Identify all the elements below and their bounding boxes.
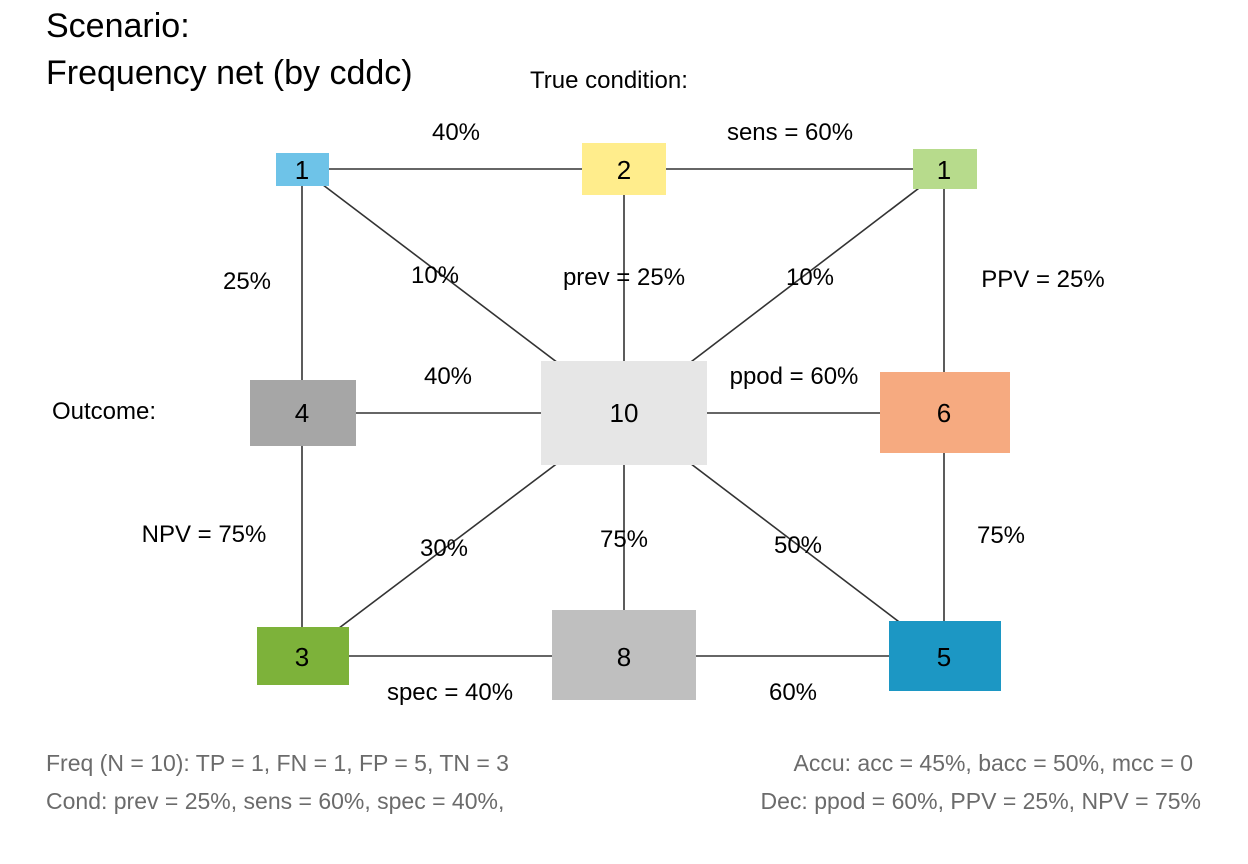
edge-label-npv: NPV = 75% xyxy=(142,521,267,548)
edge-label-sens: sens = 60% xyxy=(727,119,853,146)
edge-labels: 40% sens = 60% 25% 10% prev = 25% 10% PP… xyxy=(142,119,1105,706)
edge-label-mid-left-center: 40% xyxy=(424,363,472,390)
footer-dec: Dec: ppod = 60%, PPV = 25%, NPV = 75% xyxy=(761,788,1201,814)
edge-label-diag-bot-left: 30% xyxy=(420,535,468,562)
node-mid-right-box xyxy=(880,372,1010,453)
node-bot-left-value: 3 xyxy=(295,642,309,672)
footer-metrics: Freq (N = 10): TP = 1, FN = 1, FP = 5, T… xyxy=(46,750,1201,814)
node-top-right: 1 xyxy=(913,149,977,189)
edge-label-prev: prev = 25% xyxy=(563,264,685,291)
edge-label-right-lower: 75% xyxy=(977,522,1025,549)
edge-label-diag-top-left: 10% xyxy=(411,262,459,289)
true-condition-label: True condition: xyxy=(530,67,688,94)
node-bot-right: 5 xyxy=(889,621,1001,691)
node-center-box xyxy=(541,361,707,465)
node-bot-mid-value: 8 xyxy=(617,642,631,672)
node-mid-left: 4 xyxy=(250,380,356,446)
node-mid-left-value: 4 xyxy=(295,398,309,428)
node-bot-mid: 8 xyxy=(552,610,696,700)
edge-label-top-left-mid: 40% xyxy=(432,119,480,146)
node-mid-right: 6 xyxy=(880,372,1010,453)
node-bot-left: 3 xyxy=(257,627,349,685)
node-center: 10 xyxy=(541,361,707,465)
node-mid-left-box xyxy=(250,380,356,446)
footer-cond: Cond: prev = 25%, sens = 60%, spec = 40%… xyxy=(46,788,504,814)
outcome-label: Outcome: xyxy=(52,398,156,425)
node-top-left-box xyxy=(276,153,329,186)
edge-label-left-upper: 25% xyxy=(223,268,271,295)
edge-label-ppv: PPV = 25% xyxy=(981,266,1104,293)
node-top-right-value: 1 xyxy=(937,155,951,185)
node-center-value: 10 xyxy=(610,398,639,428)
node-top-left: 1 xyxy=(276,153,329,186)
node-bot-mid-box xyxy=(552,610,696,700)
node-top-mid-box xyxy=(582,143,666,195)
node-top-right-box xyxy=(913,149,977,189)
node-top-mid-value: 2 xyxy=(617,155,631,185)
edge-label-ppod: ppod = 60% xyxy=(730,363,859,390)
footer-accu: Accu: acc = 45%, bacc = 50%, mcc = 0 xyxy=(793,750,1193,776)
node-mid-right-value: 6 xyxy=(937,398,951,428)
edge-label-spec: spec = 40% xyxy=(387,679,513,706)
footer-freq: Freq (N = 10): TP = 1, FN = 1, FP = 5, T… xyxy=(46,750,509,776)
node-top-left-value: 1 xyxy=(295,155,309,185)
edge-label-diag-bot-right: 50% xyxy=(774,532,822,559)
title-line-2: Frequency net (by cddc) xyxy=(46,54,413,92)
node-bot-right-box xyxy=(889,621,1001,691)
edge-label-bot-mid-right: 60% xyxy=(769,679,817,706)
edge-label-diag-top-right: 10% xyxy=(786,264,834,291)
node-top-mid: 2 xyxy=(582,143,666,195)
edge-label-center-bot: 75% xyxy=(600,526,648,553)
node-bot-left-box xyxy=(257,627,349,685)
title-line-1: Scenario: xyxy=(46,7,190,45)
node-bot-right-value: 5 xyxy=(937,642,951,672)
